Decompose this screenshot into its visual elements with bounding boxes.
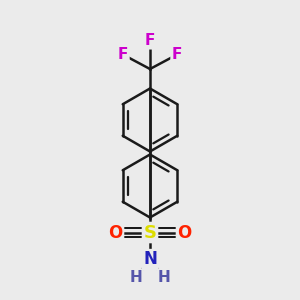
Text: F: F bbox=[145, 33, 155, 48]
Text: O: O bbox=[108, 224, 123, 242]
Text: F: F bbox=[118, 47, 128, 62]
Text: S: S bbox=[143, 224, 157, 242]
Text: H: H bbox=[158, 270, 171, 285]
Text: N: N bbox=[143, 250, 157, 268]
Text: O: O bbox=[177, 224, 192, 242]
Text: F: F bbox=[172, 47, 182, 62]
Text: H: H bbox=[129, 270, 142, 285]
